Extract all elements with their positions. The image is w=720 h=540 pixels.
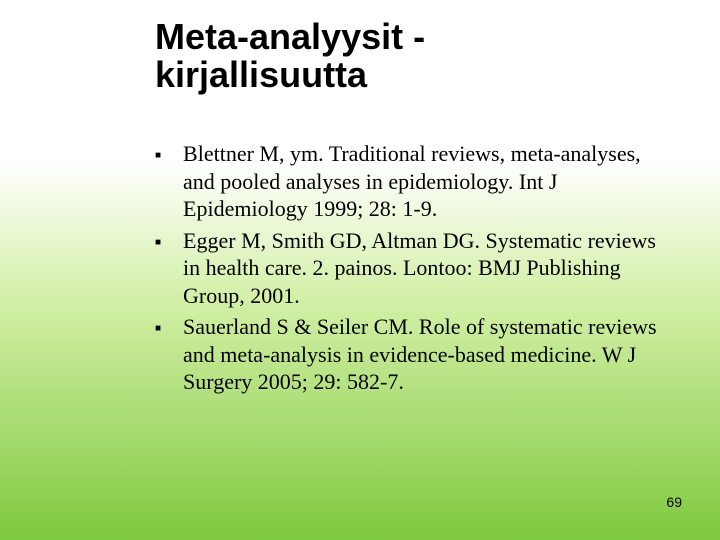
slide: Meta-analyysit - kirjallisuutta ■ Blettn… xyxy=(0,0,720,540)
list-item: ■ Egger M, Smith GD, Altman DG. Systemat… xyxy=(155,227,665,310)
bullet-icon: ■ xyxy=(155,323,161,334)
title-line-1: Meta-analyysit - xyxy=(155,16,425,57)
list-item-text: Sauerland S & Seiler CM. Role of systema… xyxy=(183,313,665,396)
slide-title: Meta-analyysit - kirjallisuutta xyxy=(155,18,425,94)
list-item-text: Egger M, Smith GD, Altman DG. Systematic… xyxy=(183,227,665,310)
list-item-text: Blettner M, ym. Traditional reviews, met… xyxy=(183,140,665,223)
slide-body: ■ Blettner M, ym. Traditional reviews, m… xyxy=(155,140,665,400)
list-item: ■ Sauerland S & Seiler CM. Role of syste… xyxy=(155,313,665,396)
bullet-icon: ■ xyxy=(155,237,161,248)
list-item: ■ Blettner M, ym. Traditional reviews, m… xyxy=(155,140,665,223)
page-number: 69 xyxy=(666,494,682,510)
bullet-icon: ■ xyxy=(155,150,161,161)
title-line-2: kirjallisuutta xyxy=(155,54,367,95)
